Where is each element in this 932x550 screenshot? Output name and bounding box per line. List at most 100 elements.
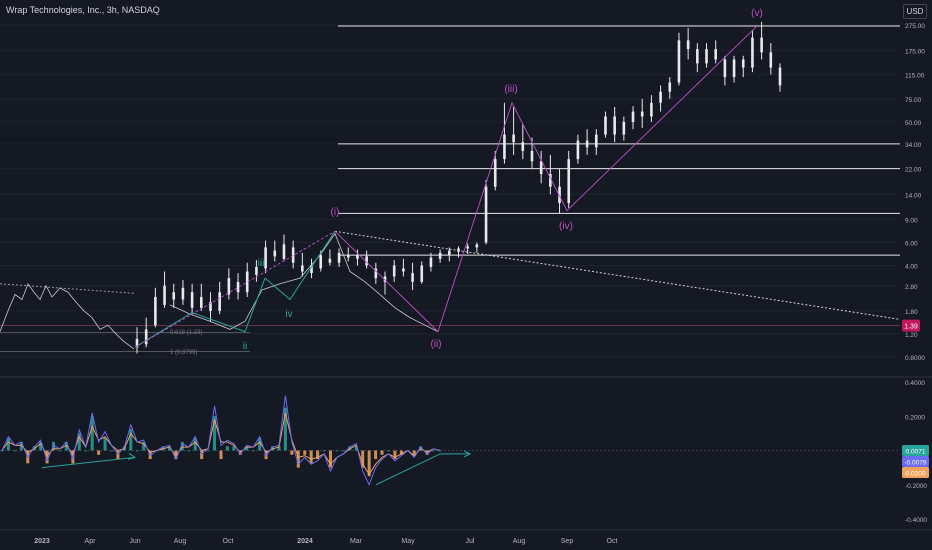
candle: [144, 317, 148, 348]
time-axis: 2023 Apr Jun Aug Oct 2024 Mar May Jul Aug Sep Oct: [34, 538, 617, 545]
price-tick-label: 34.00: [905, 142, 922, 149]
candle: [310, 258, 313, 279]
candle: [365, 250, 368, 269]
osc-histogram-bar: [432, 450, 436, 452]
candle-body: [392, 265, 396, 277]
candle: [751, 30, 754, 73]
osc-histogram-bar: [335, 450, 339, 452]
osc-histogram-bar: [258, 437, 262, 451]
candle-body: [631, 111, 635, 122]
candle: [255, 260, 258, 282]
price-tick-label: 1.80: [905, 309, 918, 316]
candle: [383, 271, 387, 295]
candle-body: [558, 186, 561, 204]
osc-histogram-bar: [232, 446, 236, 451]
candle: [659, 85, 662, 112]
candle-body: [291, 247, 295, 263]
candle-body: [200, 296, 203, 308]
osc-tick-label: 0.4000: [905, 380, 925, 387]
candle: [741, 55, 745, 78]
candle: [209, 292, 212, 322]
candle: [613, 106, 616, 143]
osc-histogram-bar: [77, 433, 81, 451]
price-tick-label: 115.00: [905, 73, 925, 80]
candle: [236, 273, 240, 300]
osc-histogram-bar: [39, 441, 43, 451]
candle: [631, 106, 635, 130]
candle: [181, 279, 185, 305]
candle: [558, 168, 561, 214]
candle-body: [732, 59, 736, 78]
candle: [301, 252, 304, 277]
osc-histogram-bar: [322, 450, 326, 452]
candle-body: [650, 102, 653, 117]
horizontal-levels: [0, 25, 901, 352]
price-tick-label: 275.00: [905, 23, 925, 30]
candle-body: [530, 150, 534, 162]
candle-body: [245, 271, 249, 293]
candle-body: [769, 52, 773, 68]
osc-histogram-bar: [174, 450, 178, 460]
symbol-title: Wrap Technologies, Inc., 3h, NASDAQ: [6, 5, 160, 15]
osc-value-badge: [902, 456, 929, 467]
candle: [493, 150, 497, 191]
candle: [402, 258, 405, 277]
candle: [769, 43, 773, 75]
candle: [475, 242, 479, 253]
candle: [319, 250, 323, 272]
candle-body: [567, 159, 571, 204]
candle-body: [144, 329, 148, 345]
candle: [264, 240, 267, 274]
candle: [503, 102, 506, 164]
candle-body: [475, 244, 479, 248]
candle-body: [778, 67, 782, 86]
candle-body: [319, 255, 323, 269]
candle: [190, 283, 194, 315]
candle: [705, 43, 708, 68]
candle-body: [503, 134, 506, 160]
candle: [585, 129, 589, 155]
osc-histogram-bar: [19, 441, 23, 451]
time-tick-label: Sep: [561, 538, 574, 545]
candle: [346, 247, 350, 262]
candle-body: [493, 159, 497, 187]
currency-button[interactable]: USD: [903, 4, 927, 19]
candle-body: [448, 250, 451, 256]
minor-wave-line: [134, 231, 336, 348]
osc-histogram-bar: [6, 437, 10, 451]
history-line: [0, 282, 135, 350]
candle-body: [383, 276, 387, 282]
candle-body: [282, 244, 286, 259]
osc-histogram-bar: [0, 450, 4, 452]
candle-body: [741, 59, 745, 68]
candle: [411, 262, 414, 290]
osc-histogram-bar: [45, 450, 49, 464]
candle-body: [539, 161, 543, 175]
osc-histogram-bar: [251, 450, 255, 452]
candle-body: [356, 255, 359, 259]
candle-body: [521, 142, 525, 151]
candle: [466, 243, 469, 254]
price-tick-label: 1.20: [905, 332, 918, 339]
osc-histogram-bar: [129, 429, 133, 451]
candle-body: [346, 255, 350, 258]
osc-value-label: 0.0200: [906, 471, 926, 478]
candle-body: [273, 250, 277, 257]
osc-histogram-bar: [200, 450, 204, 460]
osc-histogram-bar: [438, 450, 442, 452]
arrow-head: [463, 450, 472, 458]
osc-histogram-bar: [283, 407, 287, 451]
candle-body: [337, 252, 341, 263]
candle: [135, 327, 139, 354]
wave-label-major: (i): [331, 207, 340, 218]
candle-body: [613, 116, 616, 135]
candle-body: [438, 252, 442, 259]
time-tick-label: Jul: [466, 538, 475, 545]
time-tick-label: Aug: [174, 538, 187, 545]
time-tick-label: Oct: [223, 538, 234, 545]
candle-body: [594, 134, 598, 148]
candle-body: [301, 265, 304, 272]
candle: [245, 262, 249, 297]
candle: [723, 55, 727, 86]
